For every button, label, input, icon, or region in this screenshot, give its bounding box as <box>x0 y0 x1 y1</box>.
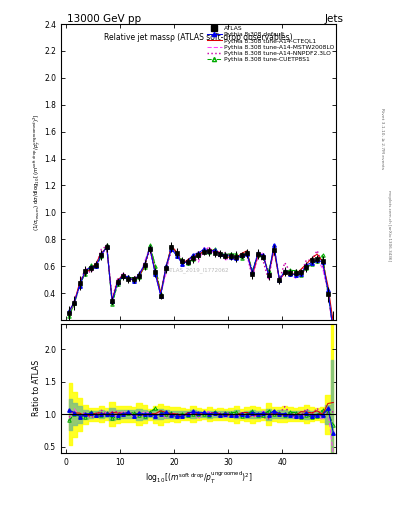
Text: Relative jet massρ (ATLAS soft-drop observables): Relative jet massρ (ATLAS soft-drop obse… <box>104 33 293 42</box>
Text: 13000 GeV pp: 13000 GeV pp <box>67 14 141 25</box>
Legend: ATLAS, Pythia 8.308 default, Pythia 8.308 tune-A14-CTEQL1, Pythia 8.308 tune-A14: ATLAS, Pythia 8.308 default, Pythia 8.30… <box>206 25 335 63</box>
Y-axis label: Ratio to ATLAS: Ratio to ATLAS <box>32 360 41 416</box>
Text: Jets: Jets <box>325 14 344 25</box>
X-axis label: $\log_{10}[(m^{\rm soft\ drop}/p_T^{\rm ungroomed})^2]$: $\log_{10}[(m^{\rm soft\ drop}/p_T^{\rm … <box>145 470 252 486</box>
Y-axis label: $(1/\sigma_{\rm resum})$ d$\sigma$/d$\log_{10}$[$(m^{\rm soft\ drop}/p_T^{\rm un: $(1/\sigma_{\rm resum})$ d$\sigma$/d$\lo… <box>31 113 42 231</box>
Text: ATLAS_2019_I1772062: ATLAS_2019_I1772062 <box>167 267 230 272</box>
Text: mcplots.cern.ch [arXiv:1306.3436]: mcplots.cern.ch [arXiv:1306.3436] <box>387 190 391 261</box>
Text: Rivet 3.1.10, ≥ 2.7M events: Rivet 3.1.10, ≥ 2.7M events <box>380 108 384 169</box>
